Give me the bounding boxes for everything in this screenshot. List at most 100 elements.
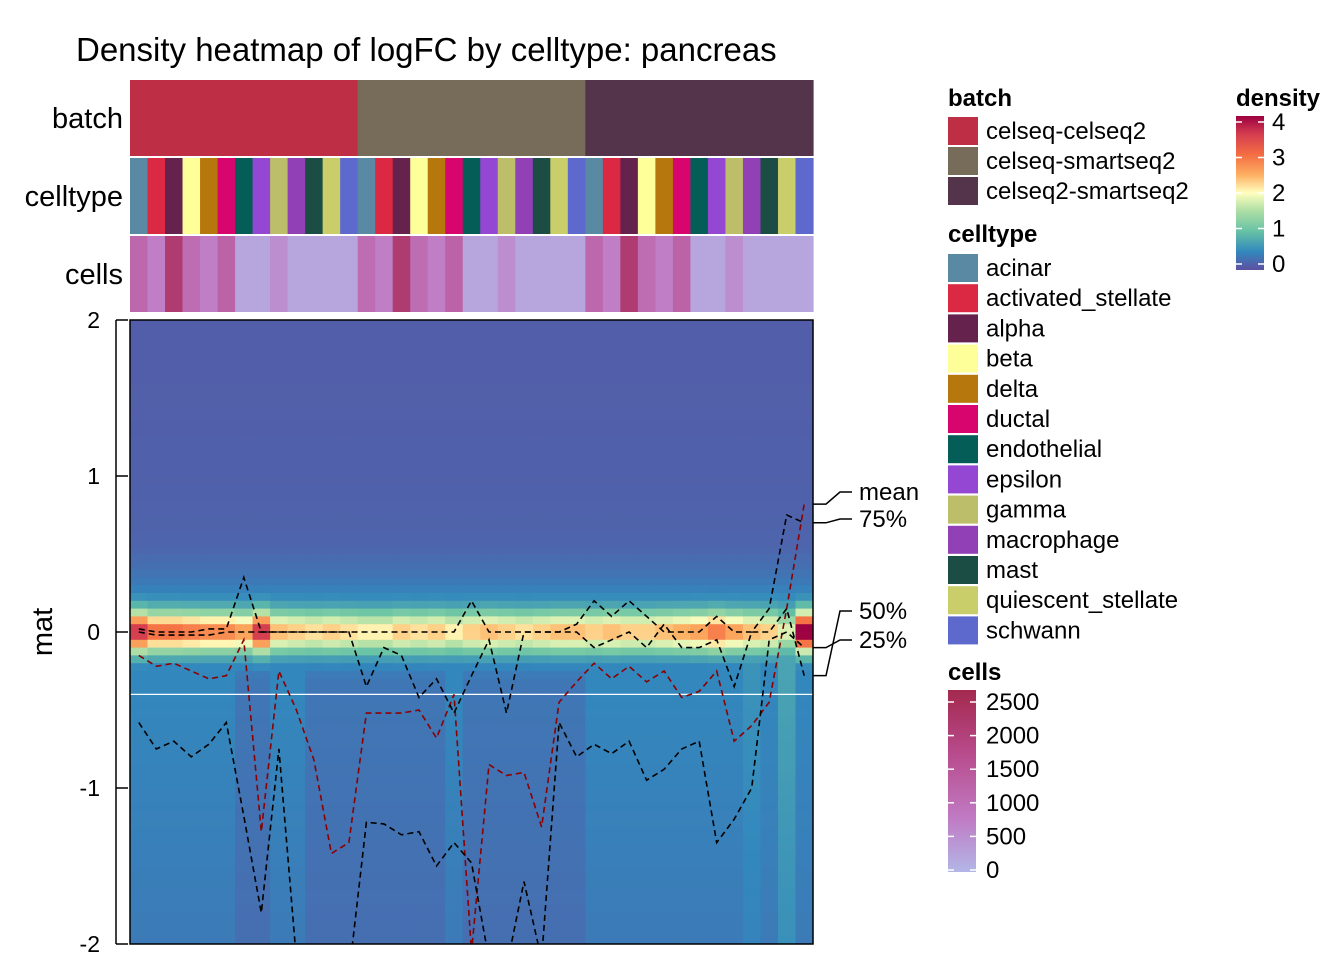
density-cell bbox=[322, 842, 341, 851]
density-cell bbox=[445, 452, 464, 461]
density-cell bbox=[322, 850, 341, 859]
density-cell bbox=[725, 413, 744, 422]
density-cell bbox=[620, 756, 639, 766]
density-cell bbox=[707, 554, 727, 563]
density-cell bbox=[497, 694, 516, 703]
density-cell bbox=[620, 491, 639, 500]
density-cell bbox=[777, 686, 797, 695]
density-cell bbox=[445, 772, 464, 781]
density-cell bbox=[777, 912, 797, 922]
density-cell bbox=[217, 905, 236, 914]
density-cell bbox=[567, 608, 586, 617]
density-cell bbox=[182, 343, 201, 352]
density-cell bbox=[602, 717, 621, 727]
density-cell bbox=[130, 530, 149, 539]
density-cell bbox=[200, 351, 219, 360]
density-cell bbox=[427, 655, 446, 664]
density-cell bbox=[690, 335, 709, 344]
density-cell bbox=[392, 639, 411, 649]
density-cell bbox=[427, 460, 446, 469]
density-cell bbox=[795, 647, 813, 656]
density-cell bbox=[620, 327, 639, 337]
density-cell bbox=[147, 702, 166, 711]
density-cell bbox=[690, 390, 709, 399]
batch-cell bbox=[725, 80, 744, 156]
density-cell bbox=[602, 834, 621, 844]
density-cell bbox=[567, 600, 586, 610]
density-cell bbox=[287, 671, 306, 680]
density-cell bbox=[672, 756, 692, 766]
density-cell bbox=[322, 873, 341, 883]
density-cell bbox=[567, 546, 586, 555]
density-cell bbox=[567, 912, 586, 922]
density-cell bbox=[217, 561, 236, 571]
density-cell bbox=[497, 928, 516, 937]
density-cell bbox=[777, 327, 797, 337]
batch-legend-label: celseq2-smartseq2 bbox=[986, 178, 1189, 205]
density-cell bbox=[637, 343, 656, 352]
density-cell bbox=[567, 522, 586, 532]
density-cell bbox=[480, 671, 499, 680]
density-cell bbox=[200, 585, 219, 594]
density-cell bbox=[340, 819, 359, 828]
density-cell bbox=[795, 928, 813, 937]
density-cell bbox=[340, 920, 359, 929]
density-cell bbox=[567, 741, 586, 750]
density-cell bbox=[760, 678, 779, 688]
density-cell bbox=[707, 866, 727, 875]
density-cell bbox=[725, 780, 744, 789]
density-cell bbox=[795, 788, 813, 797]
density-cell bbox=[655, 405, 674, 415]
density-cell bbox=[182, 858, 201, 867]
density-cell bbox=[182, 803, 201, 812]
density-cell bbox=[217, 515, 236, 524]
density-cell bbox=[182, 788, 201, 797]
density-cell bbox=[287, 522, 306, 532]
density-cell bbox=[777, 569, 797, 578]
density-cell bbox=[235, 632, 254, 641]
density-cell bbox=[760, 936, 779, 944]
density-cell bbox=[532, 780, 551, 789]
density-cell bbox=[532, 405, 551, 415]
density-cell bbox=[375, 928, 394, 937]
density-cell bbox=[235, 788, 254, 797]
density-cell bbox=[795, 359, 813, 368]
density-cell bbox=[795, 421, 813, 430]
density-cell bbox=[270, 827, 289, 836]
density-cell bbox=[287, 803, 306, 812]
density-cell bbox=[690, 834, 709, 844]
density-cell bbox=[340, 897, 359, 906]
density-cell bbox=[375, 561, 394, 571]
density-cell bbox=[585, 912, 604, 922]
density-cell bbox=[130, 398, 149, 407]
density-cell bbox=[130, 702, 149, 711]
density-cell bbox=[235, 554, 254, 563]
density-cell bbox=[287, 624, 306, 633]
density-cell bbox=[777, 928, 797, 937]
density-cell bbox=[620, 834, 639, 844]
density-cell bbox=[340, 538, 359, 547]
density-cell bbox=[392, 920, 411, 929]
density-cell bbox=[392, 351, 411, 360]
density-cell bbox=[322, 515, 341, 524]
density-cell bbox=[725, 858, 744, 867]
density-cell bbox=[602, 889, 621, 898]
density-cell bbox=[375, 897, 394, 906]
density-cell bbox=[375, 452, 394, 461]
density-cell bbox=[655, 343, 674, 352]
density-cell bbox=[252, 842, 271, 851]
density-cell bbox=[147, 483, 166, 493]
density-cell bbox=[287, 429, 306, 438]
density-cell bbox=[550, 437, 569, 446]
density-cell bbox=[427, 803, 446, 812]
density-cell bbox=[567, 499, 586, 508]
density-cell bbox=[200, 359, 219, 368]
density-cell bbox=[375, 515, 394, 524]
density-cell bbox=[637, 772, 656, 781]
celltype-legend-label: acinar bbox=[986, 255, 1051, 282]
density-cell bbox=[130, 858, 149, 867]
density-cell bbox=[322, 390, 341, 399]
density-cell bbox=[392, 717, 411, 727]
density-cell bbox=[725, 593, 744, 602]
density-cell bbox=[620, 725, 639, 734]
